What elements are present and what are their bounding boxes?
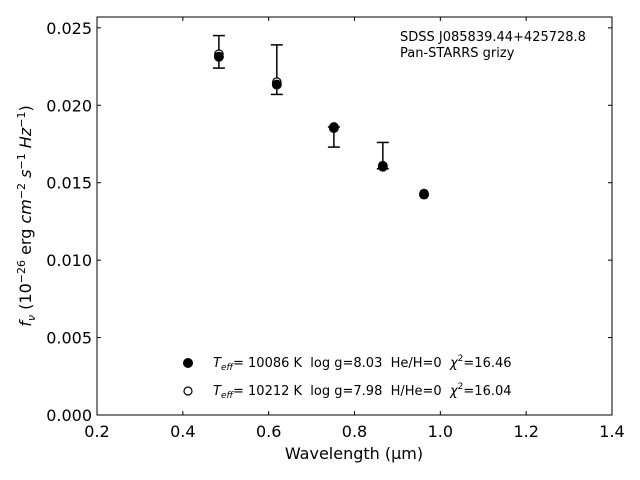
data-points xyxy=(213,49,430,200)
x-axis-label: Wavelength (μm) xyxy=(285,444,423,463)
filled-model-point xyxy=(213,51,224,62)
x-tick-label: 1.0 xyxy=(428,422,453,441)
y-tick-label: 0.020 xyxy=(46,96,92,115)
y-axis-label: fν (10−26 erg cm−2 s−1 Hz−1) xyxy=(15,105,38,326)
y-tick-label: 0.010 xyxy=(46,251,92,270)
legend-entry-1: Teff= 10086 K log g=8.03 He/H=0 χ2=16.46 xyxy=(213,354,512,373)
filled-model-point xyxy=(328,122,339,133)
legend-marker-filled xyxy=(183,358,193,368)
error-bars xyxy=(212,34,389,170)
x-tick-label: 1.2 xyxy=(513,422,538,441)
survey-annotation: Pan-STARRS grizy xyxy=(400,46,515,61)
y-tick-label: 0.015 xyxy=(46,174,92,193)
y-axis-ticks: 0.000 0.005 0.010 0.015 0.020 0.025 xyxy=(46,19,612,425)
x-tick-label: 0.2 xyxy=(84,422,109,441)
y-tick-label: 0.000 xyxy=(46,406,92,425)
legend-marker-open xyxy=(183,386,193,396)
object-name-annotation: SDSS J085839.44+425728.8 xyxy=(400,30,586,45)
y-tick-label: 0.005 xyxy=(46,329,92,348)
legend-entry-2: Teff= 10212 K log g=7.98 H/He=0 χ2=16.04 xyxy=(213,382,512,401)
x-tick-label: 0.8 xyxy=(342,422,367,441)
filled-model-point xyxy=(377,161,388,172)
legend: Teff= 10086 K log g=8.03 He/H=0 χ2=16.46… xyxy=(183,354,512,401)
y-tick-label: 0.025 xyxy=(46,19,92,38)
filled-model-point xyxy=(271,79,282,90)
x-tick-label: 0.6 xyxy=(256,422,281,441)
filled-model-point xyxy=(419,189,430,200)
x-axis-ticks: 0.2 0.4 0.6 0.8 1.0 1.2 1.4 xyxy=(84,17,625,441)
x-tick-label: 1.4 xyxy=(599,422,624,441)
x-tick-label: 0.4 xyxy=(170,422,195,441)
